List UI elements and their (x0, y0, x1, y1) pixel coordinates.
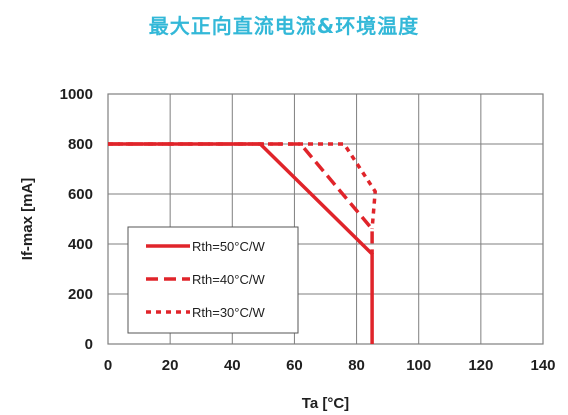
legend-label-1: Rth=50°C/W (192, 239, 265, 254)
ticks-layer: 0 20 40 60 80 100 120 140 0 200 400 600 800 1000 (60, 86, 556, 374)
legend: Rth=50°C/W Rth=40°C/W Rth=30°C/W (127, 226, 299, 334)
y-tick-label-5: 1000 (60, 86, 93, 103)
page-title: 最大正向直流电流&环境温度 (148, 14, 420, 38)
legend-entries: Rth=50°C/W Rth=40°C/W Rth=30°C/W (146, 239, 265, 320)
y-axis-title: If-max [mA] (19, 178, 36, 261)
x-tick-label-1: 20 (162, 357, 179, 374)
legend-label-2: Rth=40°C/W (192, 272, 265, 287)
series-layer (108, 142, 377, 344)
x-tick-label-4: 80 (348, 357, 365, 374)
series-line-3 (108, 142, 377, 230)
series-line-2 (108, 142, 374, 254)
x-tick-label-6: 120 (468, 357, 493, 374)
y-tick-label-0: 0 (85, 336, 93, 353)
y-tick-label-4: 800 (68, 136, 93, 153)
plot-frame (107, 93, 544, 345)
y-tick-label-1: 200 (68, 286, 93, 303)
y-tick-label-2: 400 (68, 236, 93, 253)
legend-label-3: Rth=30°C/W (192, 305, 265, 320)
x-tick-label-2: 40 (224, 357, 241, 374)
y-tick-label-3: 600 (68, 186, 93, 203)
x-tick-label-5: 100 (406, 357, 431, 374)
x-axis-title: Ta [°C] (302, 395, 349, 412)
x-tick-label-3: 60 (286, 357, 303, 374)
x-tick-label-0: 0 (104, 357, 112, 374)
x-tick-label-7: 140 (530, 357, 555, 374)
